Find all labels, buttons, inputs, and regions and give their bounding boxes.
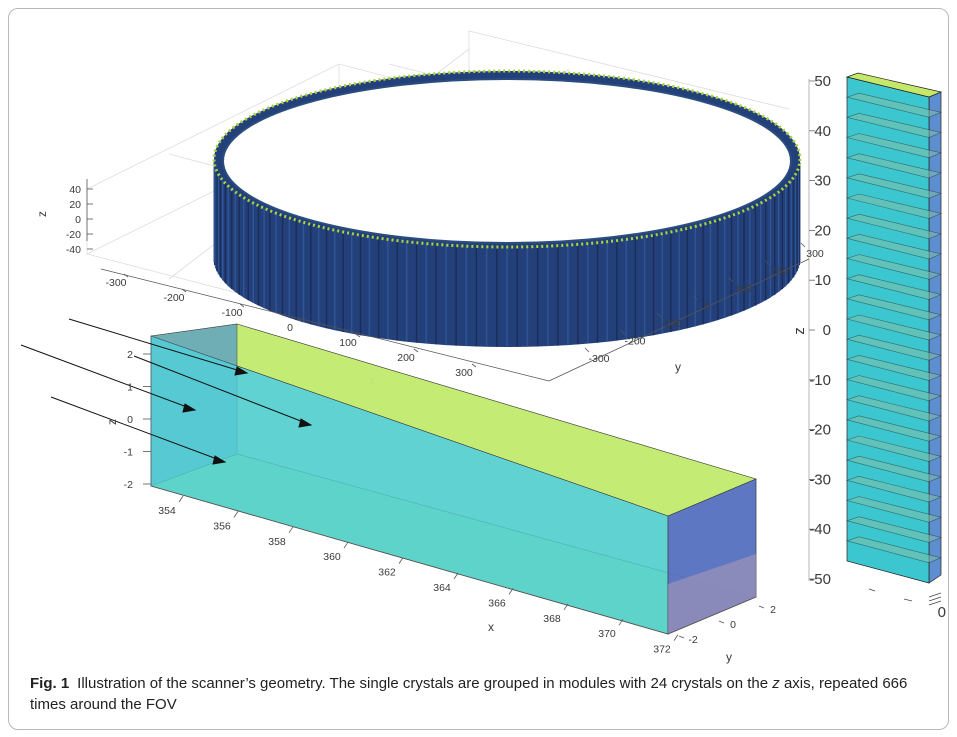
crystal-end-lower	[668, 554, 756, 634]
module-crystal-layer	[845, 233, 942, 260]
ring-z-tick: -20	[66, 229, 81, 241]
crystal-x-tick: 362	[378, 567, 396, 579]
caption-text: Illustration of the scanner’s geometry. …	[77, 675, 769, 692]
crystal-z-tick: -2	[124, 479, 133, 491]
module-z-tick: 30	[814, 173, 831, 190]
crystal-y-tick: 2	[770, 604, 776, 616]
ring-y-axis-label: y	[675, 360, 681, 374]
ring-x-tick: 0	[287, 322, 293, 334]
ring-y-tick: 100	[734, 283, 752, 295]
crystal-x-tick: 358	[268, 536, 286, 548]
ring-x-tick: -100	[221, 307, 242, 319]
detector-ring	[212, 69, 802, 347]
crystal-x-axis-label: x	[488, 620, 494, 634]
caption-text-end: axis, repeated 666 times around the FOV	[30, 675, 908, 713]
module-crystal-layer	[845, 395, 942, 422]
ring-z-tick: -40	[66, 244, 81, 256]
module-base-ticks	[868, 588, 942, 606]
module-top-face	[845, 72, 943, 98]
gamma-ray-arrows	[20, 318, 313, 465]
ring-x-tick: 100	[339, 337, 357, 349]
module-crystal-layer	[845, 314, 942, 341]
crystal-y-axis-label: y	[726, 650, 732, 664]
module-crystal-layer	[845, 254, 942, 280]
ring-z-tick: 20	[69, 199, 81, 211]
ring-x-tick: -300	[105, 277, 126, 289]
module-crystal-layer	[845, 213, 942, 240]
module-edge-tick: 0	[938, 604, 946, 621]
ring-y-tick: -100	[660, 318, 681, 330]
module-crystal-layer	[845, 274, 942, 300]
crystal-x-tick: 372	[653, 644, 671, 656]
module-crystal-layer	[845, 294, 942, 321]
module-crystal-layer	[845, 354, 942, 381]
module-z-tick: 50	[814, 73, 831, 90]
ring-y-tick: 0	[704, 301, 710, 313]
module-z-tick: 10	[814, 272, 831, 289]
ring-y-tick: 300	[806, 248, 824, 260]
module-z-tick: -20	[809, 422, 831, 439]
crystal-axes	[150, 485, 757, 635]
ring-z-axis-label: z	[35, 211, 49, 217]
crystal-z-axis-label: z	[105, 419, 119, 425]
ring-z-tick: 40	[69, 184, 81, 196]
module-z-tick: 40	[814, 123, 831, 140]
crystal-z-tick: -1	[124, 447, 133, 459]
module-crystal-layer	[845, 455, 942, 483]
module-crystal-layer	[845, 133, 942, 159]
ring-y-tick: -300	[588, 353, 609, 365]
ring-z-tick: 0	[75, 214, 81, 226]
crystal-z-tick: 2	[127, 349, 133, 361]
caption-label: Fig. 1	[30, 675, 70, 692]
module-crystal-layer	[845, 153, 942, 179]
crystal-x-tick: 366	[488, 597, 506, 609]
crystal-x-tick: 364	[433, 582, 451, 594]
module-z-axis-label: z	[791, 327, 808, 335]
module-crystal-layer	[845, 536, 942, 564]
module-z-tick: -30	[809, 471, 831, 488]
module-crystal-layer	[845, 334, 942, 361]
ring-x-tick: -200	[163, 292, 184, 304]
module-crystal-layer	[845, 496, 942, 523]
module-crystal-layer	[845, 173, 942, 199]
crystal-x-tick: 370	[598, 628, 616, 640]
module-crystal-layer	[845, 112, 942, 138]
ring-y-tick: 200	[770, 266, 788, 278]
crystal-x-tick: 356	[213, 520, 231, 532]
figure-frame: 40 20 0 -20 -40 -300 -200 -100 0 100 200 300 300 20…	[8, 8, 949, 730]
module-panel: 50 40 30 20 10 0 -10 -20 -30 -40 -50 z 0	[791, 72, 946, 621]
ring-x-tick: 300	[455, 367, 473, 379]
module-crystal-layer	[845, 415, 942, 442]
crystal-z-tick: 0	[127, 414, 133, 426]
module-crystal-layer	[845, 375, 942, 402]
crystal-y-tick: 0	[730, 619, 736, 631]
figure-caption: Fig. 1 Illustration of the scanner’s geom…	[30, 673, 930, 715]
module-crystal-layer	[845, 92, 942, 118]
module-crystal-layer	[845, 475, 942, 503]
module-z-tick: 0	[823, 322, 831, 339]
crystal-y-tick: -2	[688, 634, 697, 646]
crystal-z-tick: 1	[127, 382, 133, 394]
crystal-panel: 2 1 0 -1 -2 354 356 358 360 362 364 366 368 370 372 2…	[20, 318, 776, 664]
module-z-tick: -50	[809, 571, 831, 588]
module-crystal-layer	[845, 516, 942, 543]
caption-axis: z	[772, 675, 780, 692]
ring-y-tick: -200	[624, 336, 645, 348]
crystal-x-tick: 368	[543, 613, 561, 625]
module-crystal-layer	[845, 193, 942, 219]
module-z-tick: -10	[809, 372, 831, 389]
ring-x-tick: 200	[397, 352, 415, 364]
crystal-x-tick: 354	[158, 505, 176, 517]
module-z-tick: 20	[814, 222, 831, 239]
module-crystal-layer	[845, 435, 942, 462]
crystal-x-tick: 360	[323, 551, 341, 563]
module-z-tick: -40	[809, 521, 831, 538]
